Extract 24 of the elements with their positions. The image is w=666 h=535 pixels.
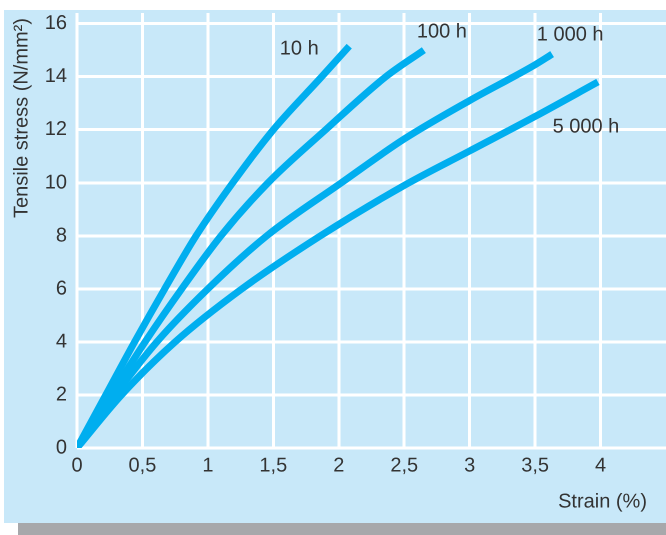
y-tick-label: 4 bbox=[56, 330, 67, 352]
x-tick-label: 1 bbox=[202, 454, 214, 477]
y-tick-label: 8 bbox=[56, 224, 67, 246]
x-tick-label: 0,5 bbox=[128, 454, 156, 477]
series-label: 1 000 h bbox=[536, 24, 604, 46]
y-tick-label: 0 bbox=[56, 436, 67, 459]
y-tick-label: 10 bbox=[44, 171, 67, 194]
x-tick-label: 0 bbox=[71, 454, 83, 477]
series-label: 10 h bbox=[280, 38, 319, 60]
x-tick-label: 4 bbox=[594, 454, 606, 477]
y-tick-label: 14 bbox=[44, 65, 67, 88]
x-tick-label: 3,5 bbox=[521, 454, 550, 477]
x-tick-label: 3 bbox=[464, 454, 476, 477]
y-tick-label: 2 bbox=[56, 383, 67, 406]
x-tick-label: 2,5 bbox=[390, 454, 418, 477]
y-axis-title: Tensile stress (N/mm²) bbox=[10, 18, 33, 218]
x-tick-label: 2 bbox=[333, 454, 344, 477]
x-tick-label: 1,5 bbox=[259, 454, 288, 477]
y-tick-label: 6 bbox=[56, 277, 67, 300]
y-tick-label: 12 bbox=[44, 118, 67, 140]
x-axis-title: Strain (%) bbox=[558, 490, 647, 513]
y-tick-label: 16 bbox=[44, 12, 67, 34]
series-label: 100 h bbox=[416, 20, 467, 43]
series-label: 5 000 h bbox=[552, 115, 620, 138]
